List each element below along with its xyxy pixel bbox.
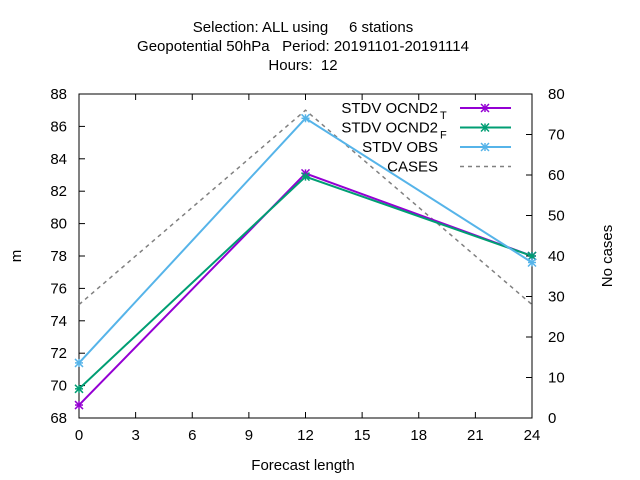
data-point-1-0 [74,384,84,394]
legend-label-3: CASES [387,159,438,176]
title-line-3: Hours: 12 [268,57,337,74]
data-point-1-1 [300,172,311,182]
x-tick-label: 15 [354,427,371,444]
y-tick-label: 86 [50,118,67,135]
y-tick-label: 72 [50,345,67,362]
legend-marker-1 [480,122,490,133]
y-axis-ticks: 68 70 72 74 76 78 80 82 84 86 88 [50,86,85,427]
y2-tick-label: 50 [548,208,565,225]
y-tick-label: 76 [50,280,67,297]
y-axis-label: m [8,250,25,263]
y-tick-label: 78 [50,248,67,265]
title-line-2: Geopotential 50hPa Period: 20191101-2019… [137,38,469,55]
data-point-2-0 [74,358,84,368]
series-layer [74,109,537,410]
x-axis-ticks: 0 3 6 9 12 15 18 21 24 [75,94,541,444]
y2-tick-label: 10 [548,370,565,387]
data-point-2-2 [527,257,537,268]
y2-axis-ticks: 0 10 20 30 40 50 60 70 80 [526,86,565,427]
series-line-3 [78,109,533,306]
series-line-1 [78,175,533,390]
y-tick-label: 70 [50,378,67,395]
y2-tick-label: 0 [548,410,556,427]
y-tick-label: 88 [50,86,67,103]
x-tick-label: 6 [188,427,196,444]
y-tick-label: 82 [50,183,67,200]
y2-tick-label: 60 [548,167,565,184]
data-point-0-0 [74,400,84,410]
x-tick-label: 3 [131,427,139,444]
legend-marker-0 [480,103,490,113]
y2-tick-label: 70 [548,127,565,144]
y-tick-label: 74 [50,313,67,330]
x-tick-label: 9 [245,427,253,444]
legend-subscript-1: F [440,130,447,142]
x-axis-label: Forecast length [251,457,354,474]
data-point-2-1 [300,113,311,123]
y2-tick-label: 40 [548,248,565,265]
legend-label-0: STDV OCND2 [341,100,438,117]
x-tick-label: 24 [524,427,541,444]
title-line-1: Selection: ALL using 6 stations [193,19,413,36]
legend-marker-2 [480,142,490,152]
chart-title: Selection: ALL using 6 stations Geopoten… [137,19,469,74]
y2-tick-label: 80 [548,86,565,103]
y-tick-label: 80 [50,216,67,233]
y2-tick-label: 20 [548,329,565,346]
y2-axis-label: No cases [599,225,616,288]
y-tick-label: 84 [50,151,67,168]
x-tick-label: 18 [410,427,427,444]
legend-subscript-0: T [440,110,447,122]
y2-tick-label: 30 [548,289,565,306]
y-tick-label: 68 [50,410,67,427]
x-tick-label: 0 [75,427,83,444]
x-tick-label: 12 [297,427,314,444]
plot-frame [78,93,533,419]
legend-label-1: STDV OCND2 [341,120,438,137]
x-tick-label: 21 [467,427,484,444]
legend-label-2: STDV OBS [362,139,438,156]
